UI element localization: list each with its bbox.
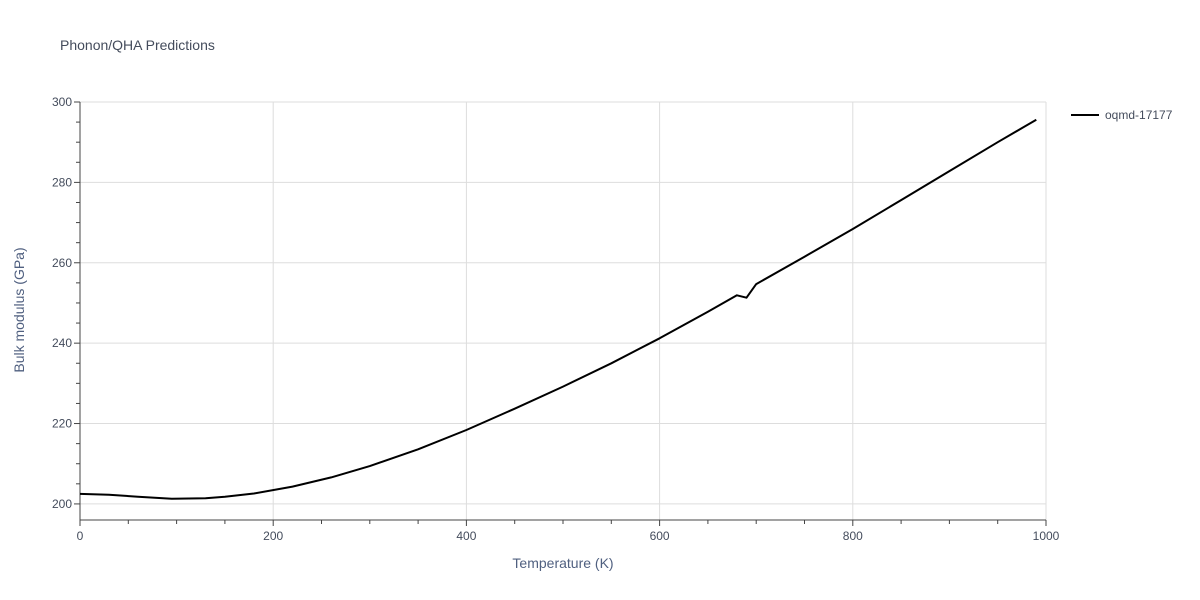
- y-tick-label: 220: [52, 417, 72, 431]
- chart-title: Phonon/QHA Predictions: [60, 37, 215, 53]
- x-tick-label: 1000: [1033, 529, 1060, 543]
- y-tick-label: 260: [52, 256, 72, 270]
- series-layer: [79, 118, 1037, 500]
- x-tick-label: 400: [456, 529, 476, 543]
- y-tick-label: 280: [52, 175, 72, 189]
- y-tick-label: 300: [52, 95, 72, 109]
- legend-item-label[interactable]: oqmd-17177: [1105, 108, 1173, 122]
- y-axis-label: Bulk modulus (GPa): [11, 247, 27, 372]
- x-axis-label: Temperature (K): [512, 555, 613, 571]
- axes: 0 200 400 600 800 1000 200 220 240 260 280 300: [52, 95, 1060, 543]
- x-tick-label: 600: [650, 529, 670, 543]
- grid: [80, 101, 1047, 520]
- y-tick-label: 200: [52, 497, 72, 511]
- y-tick-label: 240: [52, 336, 72, 350]
- series-line-oqmd-17177: [79, 118, 1037, 500]
- legend[interactable]: oqmd-17177: [1071, 108, 1173, 122]
- x-tick-label: 800: [843, 529, 863, 543]
- x-tick-label: 200: [263, 529, 283, 543]
- x-tick-label: 0: [77, 529, 84, 543]
